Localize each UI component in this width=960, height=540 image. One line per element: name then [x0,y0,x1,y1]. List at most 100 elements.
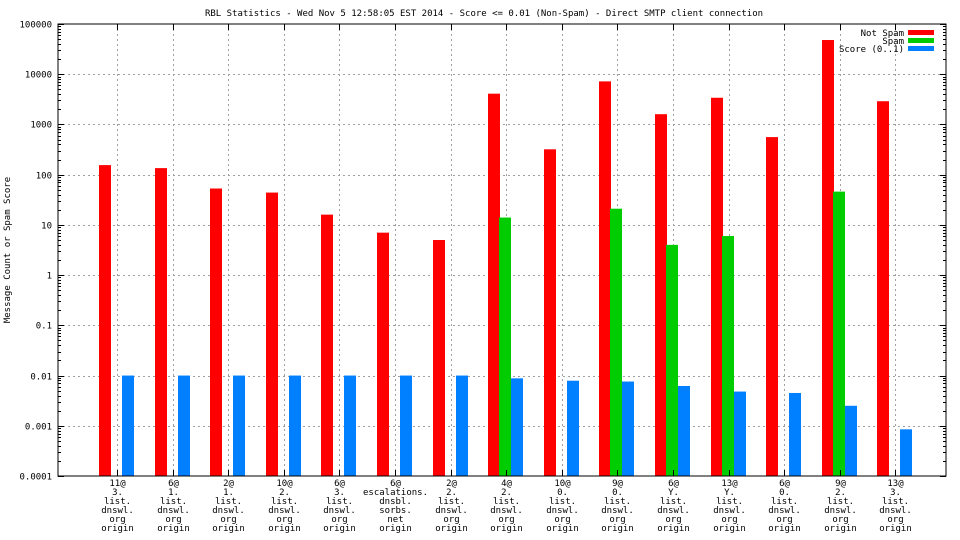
x-tick-label-line: org [609,515,625,525]
x-tick-label: 9@ 0. list. dnswl. org origin [601,479,634,534]
x-tick-label-line: list. [716,497,743,507]
x-tick-label: 6@ escalations. dnsbl. sorbs. net origin [363,479,428,534]
bar-score-0-1-11 [734,391,746,476]
x-tick-label-line: list. [104,497,131,507]
y-tick-label: 0.0001 [19,473,52,483]
bar-not-spam-1 [155,168,167,476]
x-tick-label-line: origin [101,524,134,534]
x-tick-label-line: dnswl. [490,506,523,516]
bar-score-0-1-7 [511,378,523,476]
bar-not-spam-8 [544,149,556,476]
x-tick-label-line: origin [768,524,801,534]
x-tick-label-line: list. [882,497,909,507]
bar-not-spam-14 [877,101,889,476]
y-tick-label: 0.1 [36,322,52,332]
x-tick-label-line: origin [435,524,468,534]
x-tick-label: 13@ 3. list. dnswl. org origin [879,479,912,534]
x-tick-label-line: org [665,515,681,525]
x-tick-label-line: 2. [446,488,457,498]
x-tick-label-line: dnswl. [323,506,356,516]
x-tick-label-line: origin [546,524,579,534]
bar-spam-7 [499,217,511,476]
x-tick-label: 11@ 3. list. dnswl. org origin [101,479,134,534]
x-tick-label-line: origin [657,524,690,534]
x-tick-label-line: 0. [612,488,623,498]
x-tick-label-line: org [887,515,903,525]
y-tick-label: 10 [41,222,52,232]
x-tick-label-line: org [331,515,347,525]
x-tick-label-line: dnsbl. [379,497,412,507]
x-tick-label: 10@ 2. list. dnswl. org origin [268,479,301,534]
x-tick-label-line: dnswl. [157,506,190,516]
x-tick-label-line: org [276,515,292,525]
x-tick-label-line: dnswl. [824,506,857,516]
bar-not-spam-10 [655,114,667,476]
x-tick-label-line: dnswl. [101,506,134,516]
bar-score-0-1-6 [456,375,468,476]
x-tick-label-line: org [721,515,737,525]
bar-score-0-1-14 [900,429,912,476]
bar-not-spam-4 [321,214,333,477]
bar-not-spam-3 [266,192,278,476]
bar-spam-9 [610,208,622,477]
x-tick-label-line: 6@ [779,479,790,489]
y-ticks: 0.0001 0.001 0.01 0.1 1 10 100 1000 10000 100000 [19,21,946,483]
bar-not-spam-5 [377,232,389,476]
x-tick-label-line: origin [490,524,523,534]
legend-label: Score (0..1) [839,45,904,55]
x-tick-label-line: 6@ [334,479,345,489]
x-tick-label-line: 3. [890,488,901,498]
bar-not-spam-12 [766,137,778,476]
x-tick-label-line: origin [323,524,356,534]
x-tick-label-line: 2. [279,488,290,498]
x-tick-label-line: list. [215,497,242,507]
bar-not-spam-0 [99,165,111,476]
x-tick-label: 6@ 1. list. dnswl. org origin [157,479,190,534]
plot-frame [57,23,947,477]
y-tick-label: 100 [36,172,52,182]
bar-score-0-1-8 [567,380,579,476]
x-tick-label-line: 2. [501,488,512,498]
x-tick-label-line: dnswl. [713,506,746,516]
x-tick-label: 6@ Y. list. dnswl. org origin [657,479,690,534]
x-tick-label-line: dnswl. [601,506,634,516]
x-tick-label-line: 10@ [276,479,293,489]
x-tick-label-line: 6@ [168,479,179,489]
bar-not-spam-6 [433,240,445,476]
x-tick-label-line: 1. [223,488,234,498]
bar-score-0-1-13 [845,405,857,476]
bar-score-0-1-3 [289,375,301,476]
chart-title: RBL Statistics - Wed Nov 5 12:58:05 EST … [205,9,763,19]
x-tick-label-line: dnswl. [546,506,579,516]
x-tick-label: 13@ Y. list. dnswl. org origin [713,479,746,534]
x-tick-label-line: 11@ [109,479,126,489]
x-tick-label-line: 9@ [835,479,846,489]
y-tick-label: 0.001 [25,423,52,433]
x-tick-label-line: list. [771,497,798,507]
bar-not-spam-13 [822,40,834,476]
x-tick-label-line: dnswl. [435,506,468,516]
x-tick-label-line: org [776,515,792,525]
x-tick-label-line: 0. [779,488,790,498]
x-tick-label-line: list. [326,497,353,507]
bar-not-spam-2 [210,188,222,476]
x-tick-label-line: org [443,515,459,525]
x-tick-label-line: 10@ [554,479,571,489]
x-tick-label-line: 3. [334,488,345,498]
x-tick-label-line: origin [713,524,746,534]
bar-score-0-1-5 [400,375,412,476]
x-tick-label-line: 13@ [721,479,738,489]
x-tick-label-line: dnswl. [212,506,245,516]
bar-score-0-1-4 [344,375,356,476]
x-tick-label-line: 1. [168,488,179,498]
y-tick-label: 0.01 [30,373,52,383]
x-tick-label: 9@ 2. list. dnswl. org origin [824,479,857,534]
bar-score-0-1-1 [178,375,190,476]
x-tick-label-line: list. [827,497,854,507]
legend-swatch [908,30,934,35]
x-tick-label-line: Y. [668,488,679,498]
x-tick-label-line: org [832,515,848,525]
y-axis-label: Message Count or Spam Score [3,177,13,323]
bar-not-spam-7 [488,93,500,477]
